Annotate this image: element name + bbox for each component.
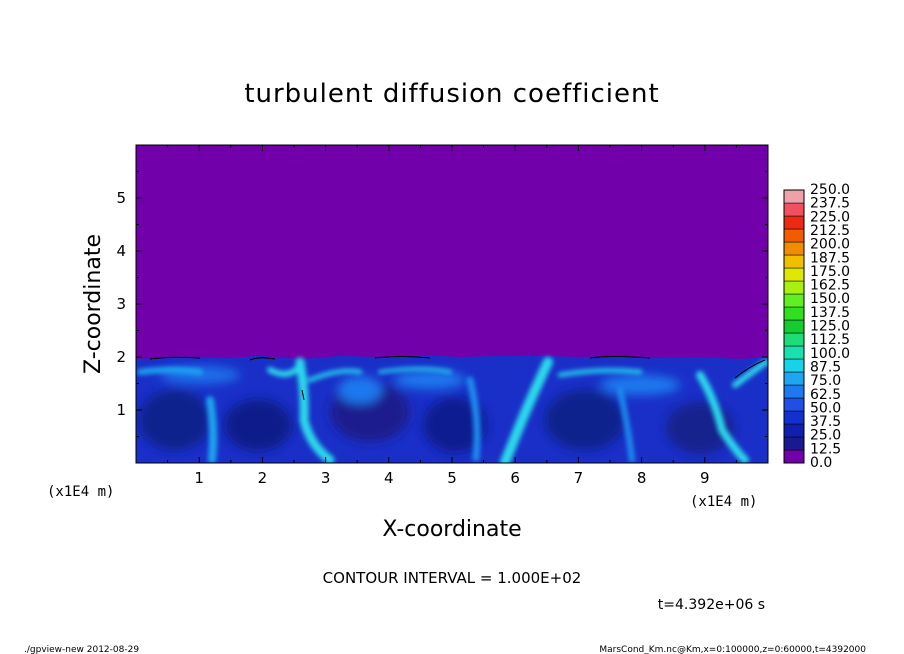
x-tick-label: 2 [258, 469, 268, 487]
x-axis-label: X-coordinate [382, 517, 521, 542]
colorbar-swatch [784, 385, 804, 398]
colorbar-label: 150.0 [810, 291, 850, 307]
colorbar-swatch [784, 372, 804, 385]
y-axis-label: Z-coordinate [81, 234, 106, 374]
colorbar-swatch [784, 424, 804, 437]
x-tick-label: 9 [700, 469, 710, 487]
time-label: t=4.392e+06 s [658, 597, 765, 613]
x-tick-label: 4 [384, 469, 394, 487]
colorbar-label: 212.5 [810, 223, 850, 239]
colorbar-swatch [784, 333, 804, 346]
colorbar-swatch [784, 437, 804, 450]
y-tick-label: 5 [116, 189, 126, 207]
colorbar-label: 125.0 [810, 319, 850, 335]
colorbar: 0.012.525.037.550.062.575.087.5100.0112.… [784, 182, 850, 471]
colorbar-label: 75.0 [810, 373, 841, 389]
footer-left: ./gpview-new 2012-08-29 [24, 645, 139, 654]
colorbar-swatch [784, 450, 804, 463]
colorbar-label: 250.0 [810, 182, 850, 198]
x-tick-label: 7 [574, 469, 584, 487]
colorbar-label: 100.0 [810, 346, 850, 362]
colorbar-label: 25.0 [810, 428, 841, 444]
colorbar-swatch [784, 203, 804, 216]
colorbar-label: 175.0 [810, 264, 850, 280]
y-unit-label: (x1E4 m) [47, 484, 114, 500]
colorbar-label: 37.5 [810, 414, 841, 430]
chart-title: turbulent diffusion coefficient [244, 79, 659, 109]
x-tick-label: 6 [510, 469, 520, 487]
colorbar-swatch [784, 255, 804, 268]
colorbar-swatch [784, 281, 804, 294]
colorbar-swatch [784, 398, 804, 411]
plot-area [136, 145, 768, 463]
x-tick-label: 3 [321, 469, 331, 487]
colorbar-label: 12.5 [810, 441, 841, 457]
colorbar-swatch [784, 242, 804, 255]
x-tick-label: 5 [447, 469, 457, 487]
colorbar-swatch [784, 216, 804, 229]
colorbar-label: 162.5 [810, 278, 850, 294]
colorbar-label: 87.5 [810, 359, 841, 375]
colorbar-swatch [784, 346, 804, 359]
y-tick-label: 1 [116, 401, 126, 419]
colorbar-label: 225.0 [810, 209, 850, 225]
contour-interval: CONTOUR INTERVAL = 1.000E+02 [323, 569, 582, 587]
colorbar-swatch [784, 320, 804, 333]
colorbar-label: 137.5 [810, 305, 850, 321]
y-tick-label: 4 [116, 242, 126, 260]
y-tick-label: 2 [116, 348, 126, 366]
colorbar-label: 200.0 [810, 237, 850, 253]
colorbar-swatch [784, 268, 804, 281]
colorbar-label: 62.5 [810, 387, 841, 403]
x-unit-label: (x1E4 m) [690, 494, 757, 510]
colorbar-label: 112.5 [810, 332, 850, 348]
colorbar-swatch [784, 307, 804, 320]
footer-right: MarsCond_Km.nc@Km,x=0:100000,z=0:60000,t… [599, 645, 866, 654]
colorbar-label: 0.0 [810, 455, 832, 471]
colorbar-swatch [784, 190, 804, 203]
x-tick-label: 1 [194, 469, 204, 487]
colorbar-swatch [784, 294, 804, 307]
colorbar-swatch [784, 359, 804, 372]
colorbar-label: 237.5 [810, 196, 850, 212]
colorbar-swatch [784, 411, 804, 424]
x-tick-label: 8 [637, 469, 647, 487]
colorbar-swatch [784, 229, 804, 242]
y-tick-label: 3 [116, 295, 126, 313]
colorbar-label: 50.0 [810, 400, 841, 416]
colorbar-label: 187.5 [810, 250, 850, 266]
